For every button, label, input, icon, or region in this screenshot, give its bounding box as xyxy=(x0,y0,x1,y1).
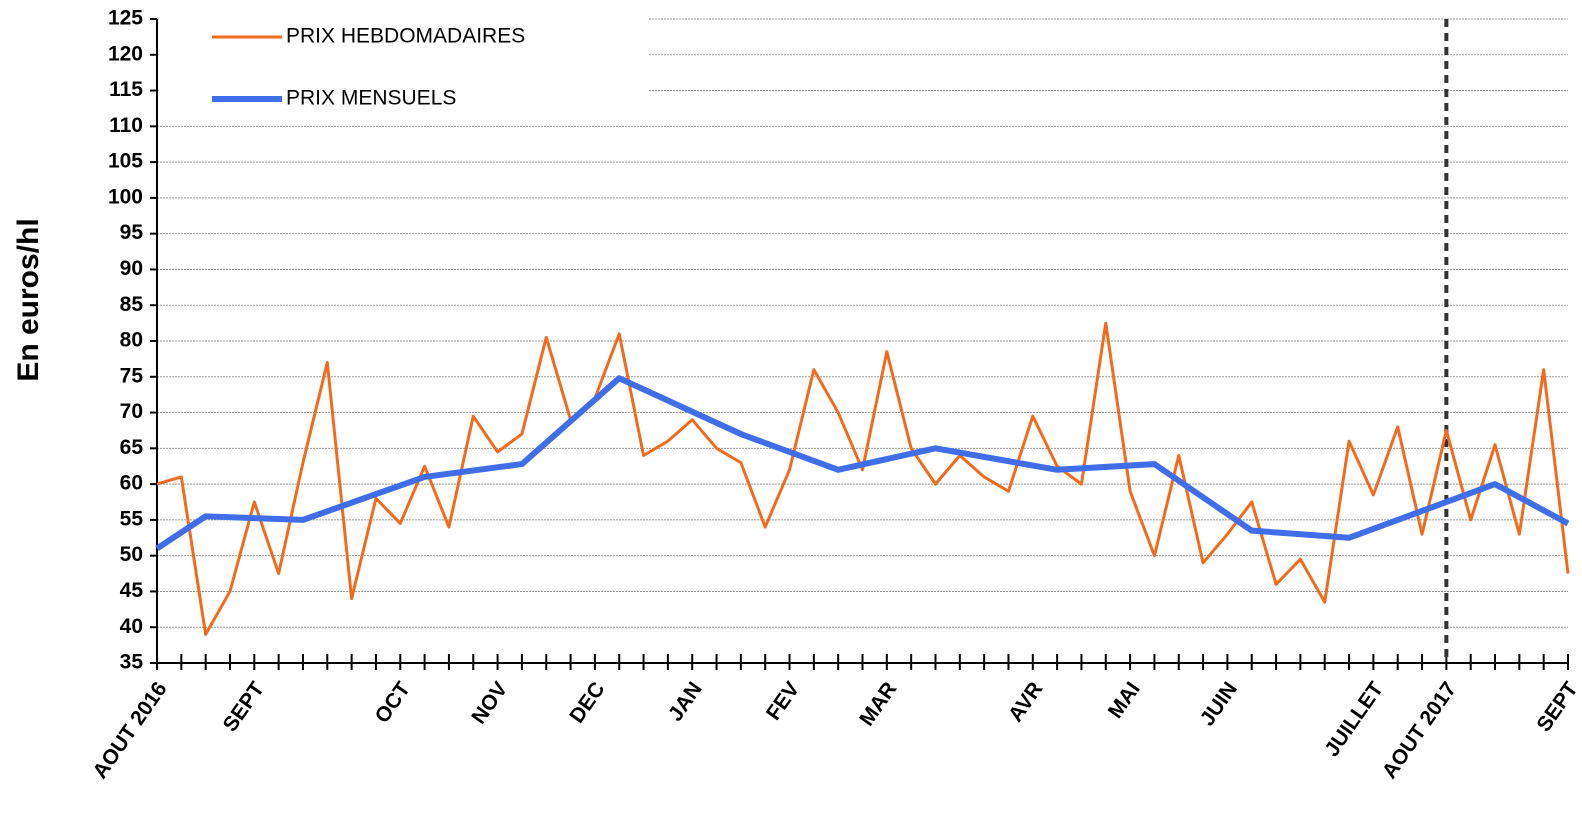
legend-label: PRIX HEBDOMADAIRES xyxy=(286,25,525,48)
x-tick-label: NOV xyxy=(467,678,512,728)
y-tick-label: 40 xyxy=(120,615,143,638)
y-tick-label: 115 xyxy=(109,78,143,101)
x-tick-label: FEV xyxy=(762,678,804,725)
x-tick-label: MAI xyxy=(1104,678,1145,723)
x-tick-label: MAR xyxy=(855,678,901,730)
y-tick-label: 70 xyxy=(120,400,143,423)
y-tick-label: 60 xyxy=(120,472,143,495)
y-tick-label: 105 xyxy=(108,150,143,173)
x-tick-label: AOUT 2016 xyxy=(89,678,172,783)
series-line xyxy=(156,321,1570,636)
y-tick-label: 120 xyxy=(108,42,143,65)
y-tick-label: 85 xyxy=(120,293,144,316)
y-tick-label: 95 xyxy=(120,221,144,244)
x-tick-label: SEPT xyxy=(219,678,269,736)
legend-label: PRIX MENSUELS xyxy=(286,87,456,110)
x-tick-label: AVR xyxy=(1004,678,1047,726)
x-tick-label: DEC xyxy=(565,678,609,728)
y-tick-label: 65 xyxy=(120,436,144,459)
x-tick-label: JUILLET xyxy=(1320,678,1388,761)
x-tick-label: SEPT xyxy=(1532,678,1582,736)
y-tick-label: 75 xyxy=(120,364,144,387)
y-tick-label: 90 xyxy=(120,257,143,280)
y-tick-label: 55 xyxy=(120,507,144,530)
y-tick-label: 110 xyxy=(109,114,143,137)
x-tick-label: JUIN xyxy=(1196,678,1242,730)
x-tick-label: AOUT 2017 xyxy=(1378,678,1461,783)
series-line xyxy=(155,375,1570,552)
y-tick-label: 125 xyxy=(108,7,143,30)
y-tick-label: 45 xyxy=(120,579,144,602)
y-tick-label: 80 xyxy=(120,329,143,352)
x-tick-label: JAN xyxy=(664,678,707,726)
y-tick-label: 50 xyxy=(120,543,143,566)
y-tick-label: 35 xyxy=(120,651,144,674)
x-tick-label: OCT xyxy=(371,678,415,728)
y-tick-label: 100 xyxy=(108,185,143,208)
legend-box xyxy=(159,15,649,125)
y-axis-label: En euros/hl xyxy=(12,218,45,381)
